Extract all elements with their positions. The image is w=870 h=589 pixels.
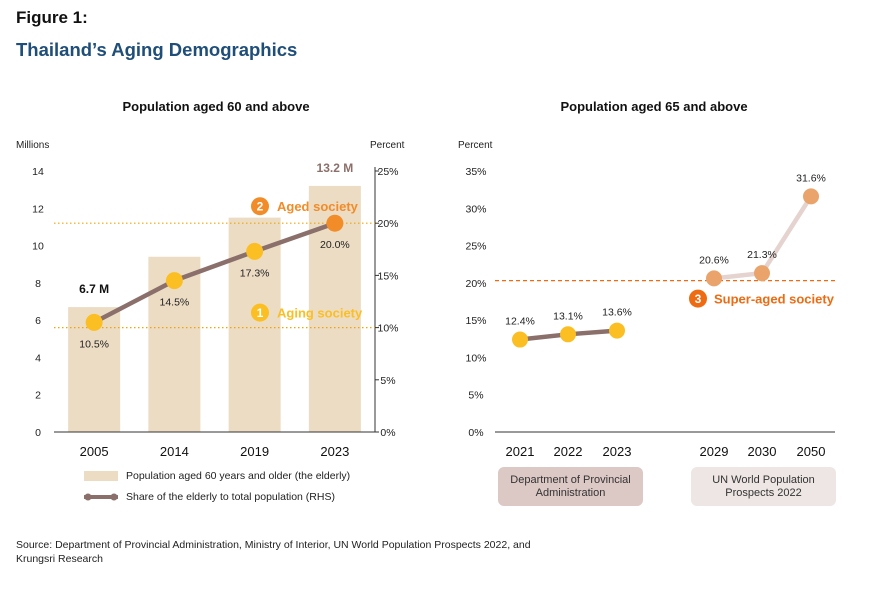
right-ytick-label: 20%	[377, 218, 398, 230]
share-data-label: 14.5%	[159, 297, 189, 309]
legend-swatch-bar	[84, 471, 118, 481]
right-chart-ytick-label: 25%	[465, 241, 486, 253]
right-chart-ytick-label: 0%	[468, 427, 483, 439]
right-chart-ytick-label: 20%	[465, 278, 486, 290]
share-point-2005	[85, 313, 103, 331]
left-ytick-label: 6	[35, 315, 41, 327]
right-chart-axis-title: Percent	[458, 140, 493, 151]
point-data-label: 12.4%	[505, 316, 535, 328]
left-chart-title: Population aged 60 and above	[122, 99, 309, 114]
point-data-label: 13.6%	[602, 307, 632, 319]
left-ytick-label: 4	[35, 352, 41, 364]
threshold-number-badge	[689, 289, 707, 308]
share-line	[93, 221, 336, 325]
point-2050	[803, 188, 819, 205]
legend-item-bars: Population aged 60 years and older (the …	[84, 470, 350, 482]
source-group-box-dopa: Department of Provincial Administration	[498, 467, 643, 506]
legend-label-line: Share of the elderly to total population…	[126, 491, 335, 503]
right-chart-title: Population aged 65 and above	[560, 99, 747, 114]
right-chart-ytick-label: 15%	[465, 315, 486, 327]
threshold-label: Aged society	[277, 199, 359, 214]
share-data-label: 20.0%	[320, 239, 350, 251]
right-ytick-label: 5%	[380, 375, 395, 387]
legend-item-line: Share of the elderly to total population…	[84, 491, 335, 503]
x-tick-label: 2005	[80, 444, 109, 459]
right-ytick-label: 10%	[377, 323, 398, 335]
x-tick-label: 2019	[240, 444, 269, 459]
x-tick-label: 2023	[320, 444, 349, 459]
right-x-tick-label: 2022	[554, 444, 583, 459]
point-2029	[706, 270, 722, 287]
point-2030	[754, 265, 770, 282]
right-ytick-label: 0%	[380, 427, 395, 439]
left-ytick-label: 10	[32, 241, 44, 253]
point-2021	[512, 331, 528, 348]
right-chart-ytick-label: 30%	[465, 203, 486, 215]
source-group-box-un: UN World Population Prospects 2022	[691, 467, 836, 506]
point-2023	[609, 322, 625, 339]
figure-title: Thailand’s Aging Demographics	[16, 39, 298, 60]
share-data-label: 10.5%	[79, 338, 109, 350]
left-axis-title: Millions	[16, 140, 49, 151]
threshold-number-badge	[251, 197, 269, 216]
x-tick-label: 2014	[160, 444, 189, 459]
left-ytick-label: 2	[35, 390, 41, 402]
right-ytick-label: 15%	[377, 270, 398, 282]
share-point-2014	[165, 272, 183, 290]
figure-label: Figure 1:	[16, 8, 88, 27]
right-chart-ytick-label: 10%	[465, 352, 486, 364]
right-chart-ytick-label: 5%	[468, 390, 483, 402]
left-ytick-label: 12	[32, 203, 44, 215]
legend-swatch-line	[84, 493, 118, 501]
left-ytick-label: 8	[35, 278, 41, 290]
point-data-label: 31.6%	[796, 172, 826, 184]
point-data-label: 13.1%	[553, 310, 583, 322]
bar-value-label: 6.7 M	[79, 282, 109, 296]
right-ytick-label: 25%	[377, 166, 398, 178]
share-point-2019	[246, 242, 264, 260]
share-data-label: 17.3%	[240, 267, 270, 279]
threshold-number: 3	[695, 292, 702, 306]
source-note: Source: Department of Provincial Adminis…	[16, 539, 531, 565]
left-ytick-label: 0	[35, 427, 41, 439]
right-x-tick-label: 2023	[603, 444, 632, 459]
share-point-2023	[326, 214, 344, 232]
right-axis-title: Percent	[370, 140, 405, 151]
right-x-tick-label: 2029	[700, 444, 729, 459]
right-x-tick-label: 2021	[506, 444, 535, 459]
threshold-label-super-aged: Super-aged society	[714, 292, 835, 307]
threshold-number-badge	[251, 303, 269, 322]
right-x-tick-label: 2050	[797, 444, 826, 459]
threshold-label: Aging society	[277, 306, 363, 321]
point-2022	[560, 326, 576, 343]
left-ytick-label: 14	[32, 166, 44, 178]
right-x-tick-label: 2030	[748, 444, 777, 459]
point-data-label: 21.3%	[747, 249, 777, 261]
bar-value-label: 13.2 M	[317, 161, 354, 175]
threshold-number: 2	[257, 200, 264, 214]
point-data-label: 20.6%	[699, 254, 729, 266]
right-chart-ytick-label: 35%	[465, 166, 486, 178]
legend-label-bars: Population aged 60 years and older (the …	[126, 470, 351, 482]
threshold-number: 1	[257, 306, 264, 320]
